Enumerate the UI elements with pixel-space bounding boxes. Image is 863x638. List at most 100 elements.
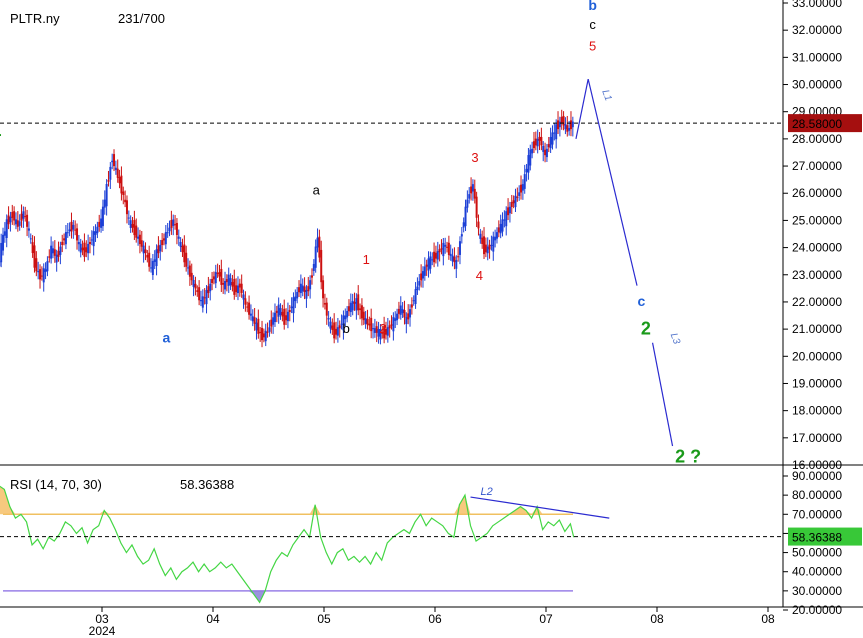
candle-body bbox=[0, 242, 3, 263]
rsi-value-label: 58.36388 bbox=[180, 477, 235, 492]
candle-body bbox=[397, 308, 400, 314]
candle-body bbox=[464, 206, 467, 227]
candle-body bbox=[50, 245, 53, 259]
candle-body bbox=[346, 310, 349, 318]
candle-body bbox=[205, 289, 208, 305]
candle-body bbox=[214, 271, 217, 284]
candle-body bbox=[51, 248, 54, 254]
candle-body bbox=[177, 236, 180, 239]
rsi-trend-line bbox=[470, 496, 610, 519]
price-tick-label: 25.00000 bbox=[792, 213, 842, 227]
candle-body bbox=[159, 244, 162, 252]
candle-body bbox=[290, 306, 293, 309]
candle-body bbox=[218, 272, 221, 277]
time-tick-label: 08 bbox=[761, 612, 775, 626]
candle-body bbox=[140, 240, 143, 247]
wave-label: a bbox=[313, 183, 321, 198]
projection-line-label: L1 bbox=[599, 88, 613, 102]
candle-body bbox=[35, 258, 38, 272]
rsi-tick-label: 90.00000 bbox=[792, 469, 842, 483]
candle-body bbox=[174, 224, 177, 226]
candle-body bbox=[320, 249, 323, 283]
candle-body bbox=[220, 268, 223, 285]
candle-body bbox=[359, 308, 362, 311]
candle-body bbox=[111, 160, 114, 163]
candle-body bbox=[446, 246, 449, 248]
candle-body bbox=[497, 227, 500, 233]
candle-body bbox=[512, 200, 515, 204]
candle-body bbox=[414, 289, 417, 305]
candle-body bbox=[455, 260, 458, 269]
candle-body bbox=[133, 220, 136, 236]
candle-body bbox=[372, 328, 375, 330]
candle-body bbox=[383, 326, 386, 339]
candle-body bbox=[168, 227, 171, 232]
candle-body bbox=[175, 222, 178, 235]
candle-body bbox=[353, 301, 356, 304]
candle-body bbox=[181, 245, 184, 253]
candle-body bbox=[100, 218, 103, 228]
candle-body bbox=[277, 304, 280, 317]
candle-body bbox=[61, 241, 64, 246]
candle-body bbox=[568, 128, 571, 131]
candle-body bbox=[532, 141, 535, 149]
candle-body bbox=[129, 220, 132, 229]
candle-body bbox=[144, 249, 147, 254]
candle-body bbox=[438, 249, 441, 253]
candle-body bbox=[16, 220, 19, 227]
time-tick-label: 08 bbox=[650, 612, 664, 626]
price-tick-label: 27.00000 bbox=[792, 159, 842, 173]
price-tick-label: 19.00000 bbox=[792, 376, 842, 390]
candle-body bbox=[401, 309, 404, 314]
candle-body bbox=[377, 328, 380, 337]
candle-body bbox=[418, 281, 421, 286]
candle-body bbox=[325, 302, 328, 316]
candle-body bbox=[368, 323, 371, 326]
price-tick-label: 28.00000 bbox=[792, 132, 842, 146]
rsi-trend-line-label: L2 bbox=[481, 486, 493, 498]
candle-body bbox=[314, 246, 317, 268]
candle-body bbox=[538, 136, 541, 141]
candle-body bbox=[179, 241, 182, 248]
time-tick-label: 07 bbox=[539, 612, 553, 626]
candle-body bbox=[468, 194, 471, 199]
candle-body bbox=[312, 263, 315, 271]
candle-body bbox=[212, 276, 215, 280]
candle-body bbox=[209, 283, 212, 292]
candle-body bbox=[488, 244, 491, 250]
candle-body bbox=[81, 247, 84, 251]
candle-body bbox=[355, 298, 358, 311]
rsi-tick-label: 30.00000 bbox=[792, 584, 842, 598]
candle-body bbox=[44, 269, 47, 273]
candle-body bbox=[120, 175, 123, 194]
candle-body bbox=[347, 306, 350, 312]
candle-body bbox=[364, 318, 367, 324]
candle-body bbox=[198, 287, 201, 301]
candle-body bbox=[105, 183, 108, 207]
candle-body bbox=[329, 321, 332, 329]
candle-body bbox=[148, 252, 151, 267]
price-tick-label: 31.00000 bbox=[792, 50, 842, 64]
candle-body bbox=[42, 268, 45, 283]
candle-body bbox=[342, 315, 345, 331]
candle-body bbox=[76, 228, 79, 241]
candle-body bbox=[527, 155, 530, 173]
candle-body bbox=[423, 266, 426, 276]
candle-body bbox=[518, 192, 521, 196]
candle-body bbox=[542, 145, 545, 152]
candle-body bbox=[507, 207, 510, 216]
candle-body bbox=[94, 231, 97, 235]
candle-body bbox=[381, 332, 384, 334]
candle-body bbox=[109, 166, 112, 180]
candle-body bbox=[564, 124, 567, 130]
candle-body bbox=[40, 275, 43, 277]
candle-body bbox=[344, 315, 347, 320]
candle-body bbox=[298, 287, 301, 293]
symbol-label: PLTR.ny bbox=[10, 11, 60, 26]
rsi-tick-label: 50.00000 bbox=[792, 546, 842, 560]
candle-body bbox=[146, 254, 149, 258]
last-price-tag bbox=[788, 114, 862, 133]
candle-body bbox=[442, 242, 445, 257]
candle-body bbox=[229, 278, 232, 286]
